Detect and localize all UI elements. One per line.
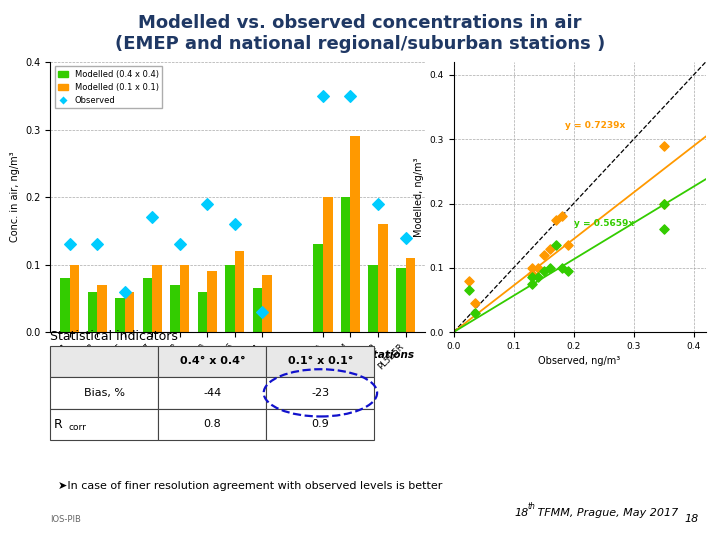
Bar — [180, 265, 189, 332]
Text: th: th — [528, 502, 536, 511]
Text: 18: 18 — [515, 508, 529, 518]
Point — [400, 233, 411, 242]
Bar — [235, 251, 245, 332]
Text: (EMEP and national regional/suburban stations ): (EMEP and national regional/suburban sta… — [115, 35, 605, 53]
Bar — [97, 285, 107, 332]
Bar — [262, 275, 272, 332]
Bar — [115, 298, 125, 332]
Legend: Modelled (0.4 x 0.4), Modelled (0.1 x 0.1), Observed: Modelled (0.4 x 0.4), Modelled (0.1 x 0.… — [55, 66, 162, 108]
Y-axis label: Modelled, ng/m³: Modelled, ng/m³ — [414, 157, 424, 237]
Point — [550, 215, 562, 224]
Bar — [198, 292, 207, 332]
Point — [463, 286, 474, 295]
Point — [229, 220, 240, 228]
Text: Statistical indicators: Statistical indicators — [50, 330, 179, 343]
Bar — [313, 244, 323, 332]
Bar — [170, 285, 180, 332]
Text: corr: corr — [68, 423, 86, 433]
Text: EMEP stations: EMEP stations — [125, 350, 207, 361]
Bar — [369, 265, 378, 332]
Bar — [70, 265, 79, 332]
Point — [562, 267, 573, 275]
Bar — [323, 197, 333, 332]
Text: y = 0.7239x: y = 0.7239x — [564, 120, 625, 130]
Point — [526, 264, 537, 272]
Text: TFMM, Prague, May 2017: TFMM, Prague, May 2017 — [534, 508, 678, 518]
Bar — [143, 278, 152, 332]
Text: National stations: National stations — [314, 350, 414, 361]
Point — [658, 141, 670, 150]
Point — [658, 225, 670, 234]
Point — [146, 213, 158, 221]
Point — [526, 273, 537, 282]
Bar — [60, 278, 70, 332]
Text: Modelled vs. observed concentrations in air: Modelled vs. observed concentrations in … — [138, 14, 582, 31]
Point — [469, 299, 480, 307]
Point — [91, 240, 103, 248]
Point — [256, 307, 268, 316]
Bar — [396, 268, 405, 332]
Point — [538, 267, 549, 275]
Bar — [378, 224, 387, 332]
Point — [119, 287, 130, 296]
X-axis label: Observed, ng/m³: Observed, ng/m³ — [539, 356, 621, 366]
Point — [562, 241, 573, 249]
Point — [544, 264, 555, 272]
Point — [658, 199, 670, 208]
Bar — [207, 271, 217, 332]
Point — [658, 199, 670, 208]
Bar — [125, 292, 135, 332]
Point — [526, 270, 537, 279]
Point — [372, 200, 384, 208]
Point — [532, 273, 544, 282]
Point — [538, 251, 549, 259]
Text: R: R — [54, 417, 63, 430]
Point — [556, 264, 567, 272]
Point — [469, 308, 480, 317]
Bar — [88, 292, 97, 332]
Point — [532, 264, 544, 272]
Bar — [341, 197, 351, 332]
Point — [64, 240, 76, 248]
Text: 18: 18 — [684, 514, 698, 524]
Point — [544, 244, 555, 253]
Bar — [225, 265, 235, 332]
Bar — [253, 288, 262, 332]
Point — [463, 276, 474, 285]
Point — [318, 91, 329, 100]
Point — [202, 200, 213, 208]
Y-axis label: Conc. in air, ng/m³: Conc. in air, ng/m³ — [10, 152, 19, 242]
Text: y = 0.5659x: y = 0.5659x — [574, 219, 634, 228]
Point — [345, 91, 356, 100]
Text: ➤In case of finer resolution agreement with observed levels is better: ➤In case of finer resolution agreement w… — [58, 481, 442, 491]
Bar — [405, 258, 415, 332]
Bar — [351, 137, 360, 332]
Point — [174, 240, 186, 248]
Point — [550, 241, 562, 249]
Point — [556, 212, 567, 221]
Point — [526, 280, 537, 288]
Text: IOS-PIB: IOS-PIB — [50, 515, 81, 524]
Bar — [152, 265, 162, 332]
